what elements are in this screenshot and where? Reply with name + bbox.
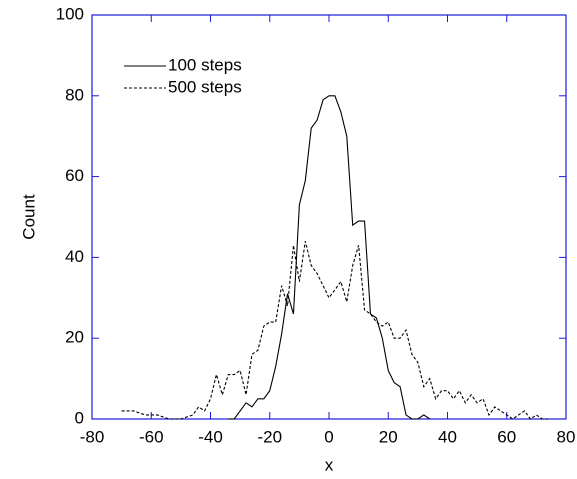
x-tick-label: -80 xyxy=(80,427,105,446)
y-tick-label: 60 xyxy=(65,166,84,185)
x-tick-label: 20 xyxy=(379,427,398,446)
x-tick-label: 40 xyxy=(438,427,457,446)
y-axis-label: Count xyxy=(19,194,38,240)
x-tick-label: -20 xyxy=(257,427,282,446)
x-tick-label: 80 xyxy=(557,427,576,446)
x-tick-label: 0 xyxy=(324,427,333,446)
plot-frame xyxy=(91,14,567,420)
data-line xyxy=(121,241,549,420)
y-tick-label: 80 xyxy=(65,85,84,104)
legend-label: 500 steps xyxy=(168,77,242,96)
x-tick-label: -60 xyxy=(139,427,164,446)
y-tick-label: 20 xyxy=(65,328,84,347)
legend-label: 100 steps xyxy=(168,55,242,74)
x-tick-label: -40 xyxy=(198,427,223,446)
x-tick-label: 60 xyxy=(497,427,516,446)
data-line xyxy=(228,95,431,420)
y-tick-label: 100 xyxy=(56,4,84,23)
y-tick-label: 40 xyxy=(65,247,84,266)
y-tick-label: 0 xyxy=(75,408,84,427)
x-axis-label: x xyxy=(325,455,334,474)
